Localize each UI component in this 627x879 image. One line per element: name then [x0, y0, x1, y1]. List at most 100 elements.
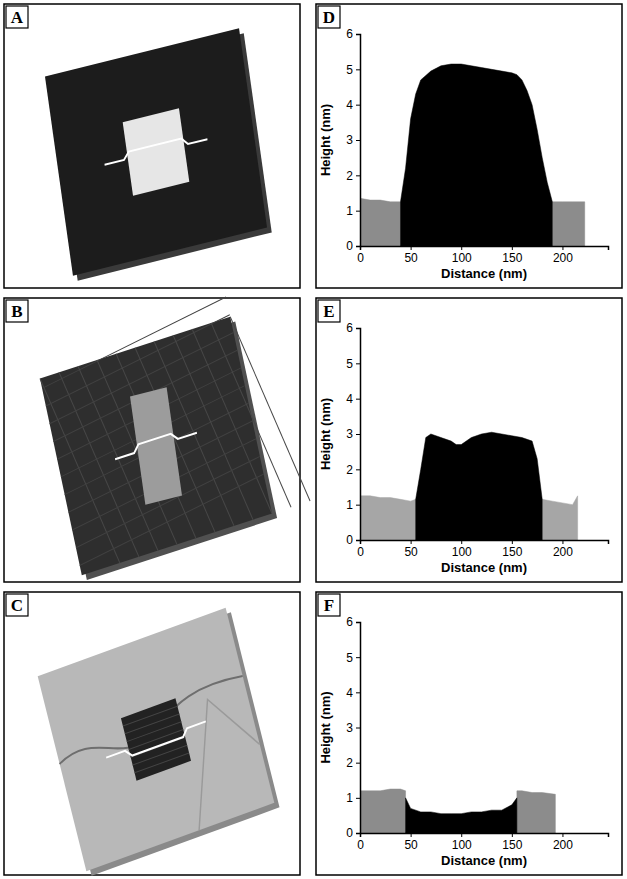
profile-chart: 0501001502000123456Distance (nm)Height (… — [316, 298, 622, 582]
nanostructure — [121, 698, 191, 780]
tick-label: 0 — [346, 239, 353, 253]
panel-letter: E — [323, 302, 334, 321]
texture-line — [40, 366, 120, 575]
tick-label: 2 — [346, 463, 353, 477]
tick-label: 100 — [452, 838, 472, 852]
texture-line — [173, 323, 253, 532]
tick: 2 — [346, 169, 360, 183]
x-axis-title: Distance (nm) — [441, 266, 527, 281]
tick: 6 — [346, 615, 360, 629]
y-axis: 0 1 2 3 4 5 6 — [346, 615, 360, 840]
tick: 5 — [346, 63, 360, 77]
tick-label: 200 — [553, 251, 573, 265]
x-axis: 050100150200 — [357, 246, 608, 265]
tick-mark — [356, 140, 360, 141]
tick: 4 — [346, 686, 360, 700]
afm-panel: A — [4, 4, 300, 288]
tick-label: 150 — [502, 251, 522, 265]
tick-label: 4 — [346, 98, 353, 112]
tick-mark — [356, 328, 360, 329]
tick: 100 — [452, 540, 472, 559]
tick-label: 4 — [346, 686, 353, 700]
y-axis-title: Height (nm) — [318, 398, 333, 470]
tick-label: 50 — [404, 838, 418, 852]
surface — [40, 317, 272, 576]
x-axis: 0 50 100 150 200 — [357, 833, 608, 852]
tick-mark — [411, 540, 412, 544]
tick-label: 3 — [346, 133, 353, 147]
panel-letter-box — [318, 300, 340, 322]
tick-label: 0 — [357, 251, 364, 265]
texture-line — [36, 297, 232, 388]
tick-mark — [356, 763, 360, 764]
panel-frame — [4, 298, 300, 582]
panel-letter-box — [318, 6, 340, 28]
tick-label: 50 — [404, 545, 418, 559]
tick-mark — [411, 246, 412, 250]
profile-line — [114, 426, 197, 459]
tick: 1 — [346, 791, 360, 805]
scale-bar — [228, 540, 268, 544]
tick-label: 150 — [502, 545, 522, 559]
tick: 150 — [502, 833, 522, 852]
tick-label: 0 — [346, 533, 353, 547]
scale-bar — [228, 837, 268, 841]
plot-area — [360, 789, 555, 833]
height-area — [400, 64, 552, 246]
tick-mark — [461, 540, 462, 544]
tick-mark — [562, 540, 563, 544]
tick: 4 — [346, 392, 360, 406]
panel-frame — [316, 4, 622, 288]
axis-line — [356, 35, 361, 247]
tick: 0 — [346, 239, 360, 253]
tick-mark — [356, 105, 360, 106]
texture-line — [211, 311, 291, 520]
tick-label: 2 — [346, 756, 353, 770]
afm-surface — [36, 285, 312, 581]
tick: 6 — [346, 321, 360, 335]
profile-chart: 0501001502000123456Distance (nm)Height (… — [316, 592, 622, 875]
tick: 3 — [346, 427, 360, 441]
stripe — [123, 706, 178, 726]
tick-label: 5 — [346, 651, 353, 665]
panel-frame — [4, 592, 300, 875]
afm-surface — [45, 27, 272, 281]
y-axis: 0123456 — [346, 27, 360, 253]
surface — [38, 608, 275, 872]
tick: 0 — [357, 246, 364, 265]
tick-label: 0 — [346, 826, 353, 840]
tick: 2 — [346, 756, 360, 770]
figure: ABC0501001502000123456Distance (nm)Heigh… — [0, 0, 627, 879]
tick-label: 1 — [346, 204, 353, 218]
scale-bar — [228, 242, 268, 246]
y-axis-title: Height (nm) — [318, 691, 333, 763]
plot-area — [360, 64, 585, 246]
stripe — [127, 722, 182, 742]
tick: 200 — [553, 540, 573, 559]
tick-label: 0 — [357, 545, 364, 559]
height-area — [416, 432, 543, 540]
tick: 100 — [452, 833, 472, 852]
nanostructure-body — [121, 698, 191, 780]
tick-label: 6 — [346, 321, 353, 335]
tick-mark — [356, 833, 360, 834]
tick-label: 100 — [452, 251, 472, 265]
afm-panel: B — [4, 285, 311, 582]
texture-line — [230, 304, 310, 513]
tick: 200 — [553, 246, 573, 265]
surface — [45, 28, 267, 276]
tick-label: 4 — [346, 392, 353, 406]
tick-mark — [356, 622, 360, 623]
tick-label: 200 — [553, 838, 573, 852]
tick: 4 — [346, 98, 360, 112]
tick-mark — [356, 505, 360, 506]
tick: 5 — [346, 651, 360, 665]
tick: 0 — [357, 833, 364, 852]
axis-line — [361, 541, 609, 545]
texture-line — [116, 341, 196, 550]
tick-label: 6 — [346, 615, 353, 629]
profile-line — [106, 721, 207, 764]
tick-mark — [356, 434, 360, 435]
tick-label: 3 — [346, 721, 353, 735]
tick-mark — [356, 34, 360, 35]
